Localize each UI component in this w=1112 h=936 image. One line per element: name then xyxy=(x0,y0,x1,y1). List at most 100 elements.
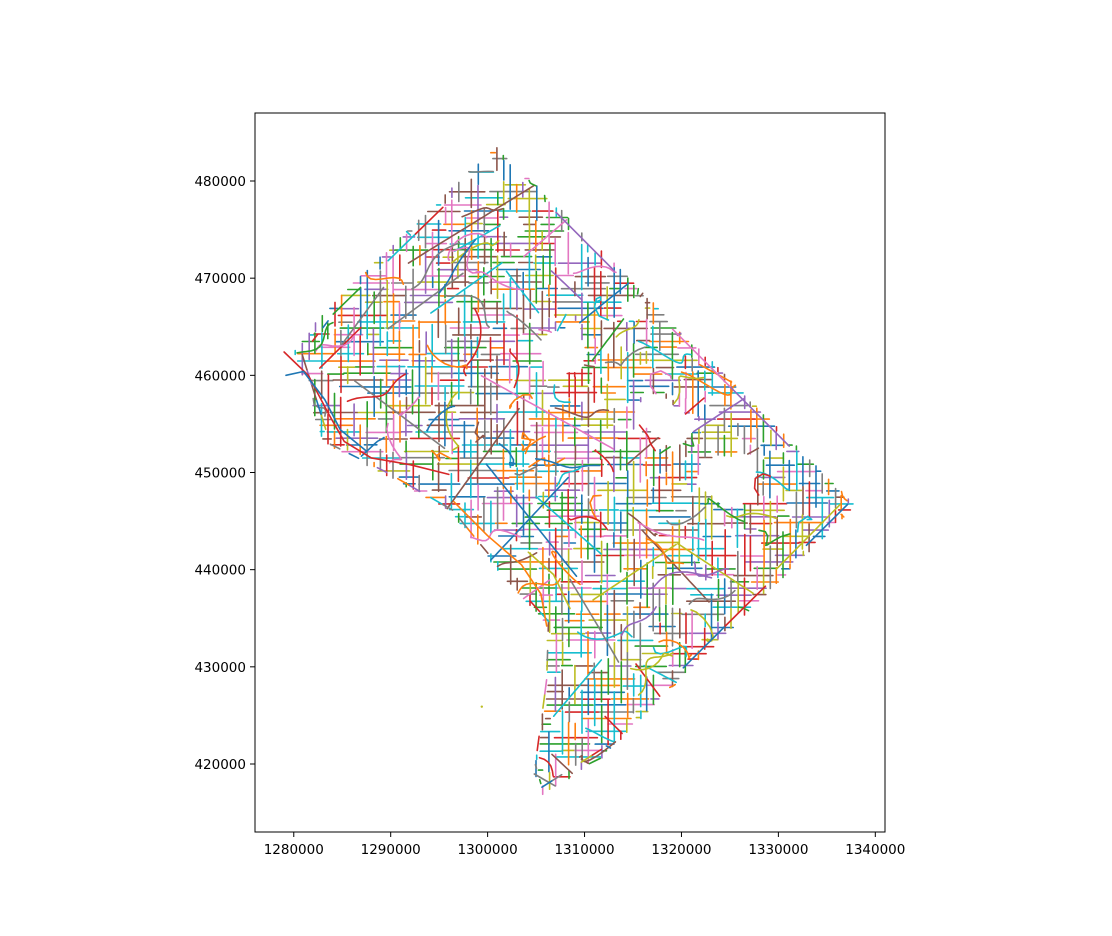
road-curved xyxy=(556,313,567,332)
road-curved xyxy=(682,432,695,447)
avenue-diagonal xyxy=(522,579,551,600)
y-tick-label: 430000 xyxy=(194,660,246,676)
road-curved xyxy=(426,405,456,432)
road-curved xyxy=(747,447,760,455)
road-curved xyxy=(296,321,334,354)
road-curved xyxy=(398,396,420,416)
road-curved xyxy=(538,328,552,333)
road-curved xyxy=(521,431,535,455)
road-boundary-edge xyxy=(301,353,308,371)
avenue-diagonal xyxy=(552,659,603,717)
road-boundary-edge xyxy=(348,452,360,460)
road-curved xyxy=(620,606,657,637)
road-curved xyxy=(652,645,688,658)
road-curved xyxy=(431,449,452,462)
road-curved xyxy=(315,335,355,352)
avenue-diagonal xyxy=(490,476,569,561)
avenue-diagonal xyxy=(523,219,568,258)
road-curved xyxy=(758,529,791,547)
road-curved xyxy=(690,609,714,643)
road-curved xyxy=(411,241,461,290)
road-boundary-edge xyxy=(555,211,616,272)
road-curved xyxy=(658,639,692,659)
road-curved xyxy=(528,179,537,187)
road-curved xyxy=(360,436,385,457)
road-curved xyxy=(605,745,612,749)
road-curved xyxy=(475,271,526,291)
road-curved xyxy=(615,319,640,338)
x-tick-label: 1300000 xyxy=(458,842,518,858)
road-curved xyxy=(840,513,845,518)
road-curved xyxy=(386,422,403,464)
avenue-diagonal xyxy=(626,436,659,465)
road-curved xyxy=(604,346,646,367)
road-curved xyxy=(438,239,477,294)
road-boundary-edge xyxy=(542,693,546,709)
road-boundary-edge xyxy=(536,735,540,752)
road-boundary-edge xyxy=(805,503,849,547)
road-curved xyxy=(669,683,676,689)
road-curved xyxy=(470,529,521,542)
avenue-diagonal xyxy=(430,262,503,314)
road-boundary-edge xyxy=(311,333,319,342)
x-tick-label: 1290000 xyxy=(361,842,421,858)
road-boundary-edge xyxy=(538,610,550,623)
road-boundary-edge xyxy=(332,286,362,315)
road-curved xyxy=(666,506,706,526)
road-curved xyxy=(627,512,658,537)
road-boundary-edge xyxy=(723,585,767,628)
road-curved xyxy=(445,391,459,451)
road-boundary-edge xyxy=(315,398,322,416)
road-curved xyxy=(645,537,685,565)
road-curved xyxy=(405,230,412,236)
road-curved xyxy=(461,207,504,218)
road-curved xyxy=(638,424,656,452)
road-curved xyxy=(755,471,790,491)
road-curved xyxy=(585,727,616,744)
road-boundary-edge xyxy=(534,763,538,770)
road-curved xyxy=(551,550,581,586)
road-southern-curve xyxy=(569,578,620,663)
road-curved xyxy=(594,449,615,473)
road-curved xyxy=(496,552,538,568)
road-curved xyxy=(451,240,500,264)
road-boundary-edge xyxy=(580,755,593,763)
road-curved xyxy=(474,421,486,443)
avenue-diagonal xyxy=(533,773,556,787)
road-boundary-edge xyxy=(682,626,726,669)
road-curved xyxy=(796,515,813,533)
avenue-diagonal xyxy=(485,463,578,577)
x-tick-label: 1310000 xyxy=(554,842,614,858)
road-boundary-edge xyxy=(408,484,421,493)
road-curved xyxy=(521,435,547,452)
parkway-riverside xyxy=(285,370,368,452)
road-boundary-edge xyxy=(414,206,444,235)
road-curved xyxy=(517,577,561,594)
road-curved xyxy=(509,393,533,409)
road-boundary-edge xyxy=(541,780,553,788)
road-curved xyxy=(593,296,610,321)
road-curved xyxy=(637,522,705,541)
road-curved xyxy=(572,265,617,275)
y-axis: 420000 430000 440000 450000 460000 470000 4800… xyxy=(194,174,255,773)
road-curved xyxy=(538,756,554,777)
road-curved xyxy=(463,308,482,377)
road-curved xyxy=(426,344,468,370)
road-boundary-edge xyxy=(322,320,329,329)
street-lines xyxy=(283,147,854,796)
parkway-riverside xyxy=(283,351,450,476)
road-curved xyxy=(704,497,745,523)
road-curved xyxy=(468,170,494,173)
road-curved xyxy=(840,490,848,502)
avenue-diagonal xyxy=(579,282,630,324)
avenue-diagonal xyxy=(684,397,705,415)
avenue-diagonal xyxy=(480,375,614,450)
avenue-diagonal xyxy=(659,446,671,455)
road-curved xyxy=(637,340,692,364)
road-curved xyxy=(553,384,571,403)
road-boundary-edge xyxy=(551,773,563,782)
road-curved xyxy=(688,589,736,605)
road-curved xyxy=(364,271,405,285)
road-curved xyxy=(577,630,633,640)
